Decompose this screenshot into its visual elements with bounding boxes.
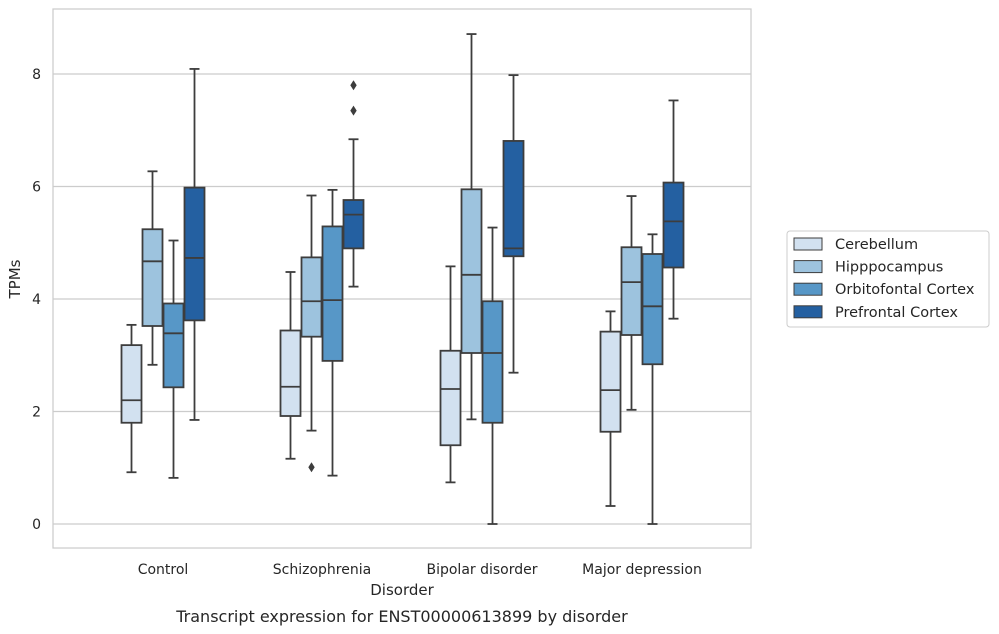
- outlier-point: [350, 80, 357, 91]
- legend-swatch: [793, 282, 823, 296]
- box-plot: [502, 74, 525, 374]
- box-plot: [141, 170, 164, 366]
- legend-items: Cerebellum Hipppocampus Orbitofontal Corte…: [793, 237, 975, 321]
- box-plot: [460, 33, 483, 421]
- y-tick-label: 4: [32, 292, 41, 308]
- iqr-box: [162, 302, 185, 389]
- iqr-box: [279, 329, 302, 417]
- iqr-box: [183, 186, 206, 322]
- box-plot: [599, 310, 622, 507]
- box-plot: [439, 265, 462, 484]
- box-plot: [120, 323, 143, 474]
- iqr-box: [620, 246, 643, 336]
- legend-label: Orbitofontal Cortex: [835, 282, 975, 298]
- x-axis-title: Disorder: [370, 581, 434, 599]
- x-tick-label: Major depression: [582, 562, 702, 578]
- legend-item: Prefrontal Cortex: [793, 305, 958, 321]
- y-tick-label: 2: [32, 405, 41, 421]
- legend-label: Cerebellum: [835, 237, 918, 253]
- iqr-box: [662, 181, 685, 269]
- iqr-box: [599, 330, 622, 433]
- y-tick-label: 6: [32, 180, 41, 196]
- legend-item: Orbitofontal Cortex: [793, 282, 975, 298]
- box-plot: [342, 80, 365, 288]
- legend-swatch: [793, 305, 823, 319]
- y-axis-title: TPMs: [6, 259, 24, 299]
- box-plot: [300, 194, 323, 473]
- box-plot: [620, 195, 643, 411]
- x-tick-label: Control: [138, 562, 189, 578]
- iqr-box: [120, 344, 143, 424]
- box-plot: [321, 188, 344, 477]
- x-tick-labels: Control Schizophrenia Bipolar disorder Majo…: [138, 562, 702, 578]
- y-tick-label: 0: [32, 517, 41, 533]
- legend-swatch: [793, 237, 823, 251]
- y-tick-labels: 0 2 4 6 8: [32, 67, 41, 533]
- box-plot: [641, 233, 664, 525]
- box-plot: [162, 239, 185, 479]
- x-tick-label: Bipolar disorder: [426, 562, 537, 578]
- x-tick-label: Schizophrenia: [273, 562, 371, 578]
- box-plot: [662, 99, 685, 320]
- gridlines: [53, 73, 751, 525]
- iqr-box: [460, 188, 483, 354]
- box-plot: [183, 68, 206, 421]
- legend: Cerebellum Hipppocampus Orbitofontal Corte…: [786, 230, 990, 328]
- outlier-point: [350, 105, 357, 116]
- legend-frame: [786, 230, 990, 328]
- iqr-box: [141, 228, 164, 327]
- box-plot: [481, 226, 504, 525]
- outlier-point: [308, 462, 315, 473]
- iqr-box: [342, 199, 365, 250]
- chart-caption: Transcript expression for ENST0000061389…: [175, 607, 628, 626]
- iqr-box: [300, 256, 323, 338]
- iqr-box: [502, 140, 525, 258]
- y-tick-label: 8: [32, 67, 41, 83]
- box-plots: [120, 33, 685, 525]
- legend-item: Hipppocampus: [793, 260, 943, 276]
- iqr-box: [481, 300, 504, 424]
- legend-label: Hipppocampus: [835, 260, 943, 276]
- iqr-box: [439, 349, 462, 447]
- plot-area-frame: [52, 8, 752, 549]
- legend-label: Prefrontal Cortex: [835, 305, 958, 321]
- legend-swatch: [793, 260, 823, 274]
- box-plot: [279, 271, 302, 460]
- iqr-box: [321, 225, 344, 362]
- legend-item: Cerebellum: [793, 237, 918, 253]
- iqr-box: [641, 253, 664, 366]
